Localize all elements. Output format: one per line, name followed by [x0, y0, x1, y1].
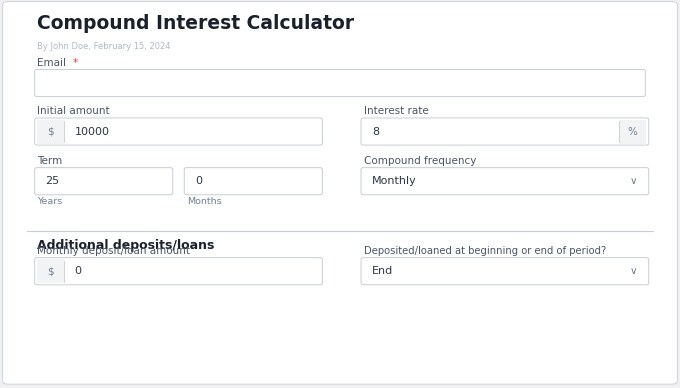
Text: By John Doe, February 15, 2024: By John Doe, February 15, 2024 [37, 42, 171, 51]
Text: Email: Email [37, 58, 69, 68]
Text: %: % [628, 126, 638, 137]
FancyBboxPatch shape [361, 258, 649, 285]
Bar [37, 120, 64, 144]
Text: Monthly: Monthly [372, 176, 417, 186]
Text: $: $ [48, 266, 54, 276]
Bar [37, 259, 64, 283]
Text: 10000: 10000 [74, 126, 109, 137]
Text: ∨: ∨ [630, 266, 638, 276]
FancyBboxPatch shape [35, 168, 173, 195]
Text: 0: 0 [74, 266, 82, 276]
FancyBboxPatch shape [35, 118, 322, 145]
FancyBboxPatch shape [3, 2, 677, 384]
Text: Term: Term [37, 156, 63, 166]
FancyBboxPatch shape [35, 258, 322, 285]
Text: Months: Months [187, 197, 222, 206]
Text: *: * [73, 58, 78, 68]
FancyBboxPatch shape [361, 118, 649, 145]
Bar [619, 120, 646, 144]
Text: ∨: ∨ [630, 176, 638, 186]
Text: Monthly deposit/loan amount: Monthly deposit/loan amount [37, 246, 190, 256]
Text: 0: 0 [195, 176, 202, 186]
FancyBboxPatch shape [35, 69, 645, 97]
Text: Compound frequency: Compound frequency [364, 156, 476, 166]
Text: Initial amount: Initial amount [37, 106, 110, 116]
Text: $: $ [48, 126, 54, 137]
Text: Additional deposits/loans: Additional deposits/loans [37, 239, 215, 252]
Text: Years: Years [37, 197, 63, 206]
Text: 8: 8 [372, 126, 379, 137]
FancyBboxPatch shape [361, 168, 649, 195]
Text: 25: 25 [46, 176, 60, 186]
Text: Compound Interest Calculator: Compound Interest Calculator [37, 14, 354, 33]
Text: Deposited/loaned at beginning or end of period?: Deposited/loaned at beginning or end of … [364, 246, 606, 256]
Text: Interest rate: Interest rate [364, 106, 428, 116]
Text: End: End [372, 266, 393, 276]
FancyBboxPatch shape [184, 168, 322, 195]
